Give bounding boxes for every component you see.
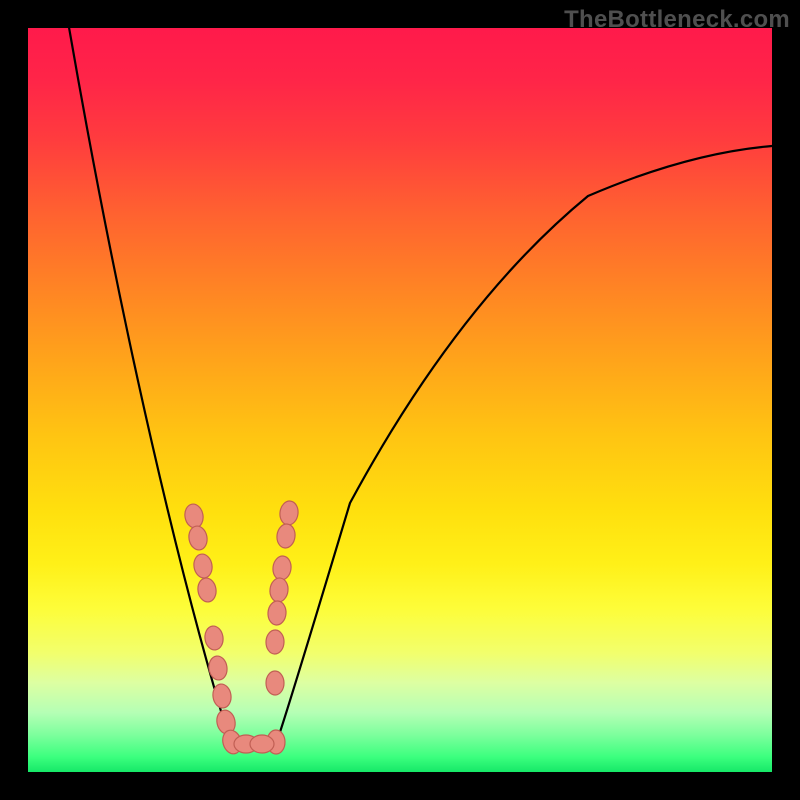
bead-bottom-1	[250, 735, 274, 753]
bead-left-2	[192, 553, 214, 580]
bead-left-4	[203, 625, 224, 651]
bead-right-1	[276, 523, 297, 549]
chart-stage: TheBottleneck.com	[0, 0, 800, 800]
bead-left-1	[187, 525, 209, 552]
bead-right-5	[266, 630, 285, 655]
bead-right-4	[267, 600, 287, 625]
bead-right-6	[266, 671, 284, 695]
bead-left-3	[196, 577, 217, 603]
chart-overlay	[28, 28, 772, 772]
bead-right-2	[272, 555, 293, 581]
watermark-text: TheBottleneck.com	[564, 6, 790, 34]
curve-right	[276, 146, 772, 744]
bead-right-0	[279, 500, 300, 526]
bead-right-3	[269, 577, 290, 603]
bead-left-0	[183, 503, 205, 530]
plot-area	[28, 28, 772, 772]
